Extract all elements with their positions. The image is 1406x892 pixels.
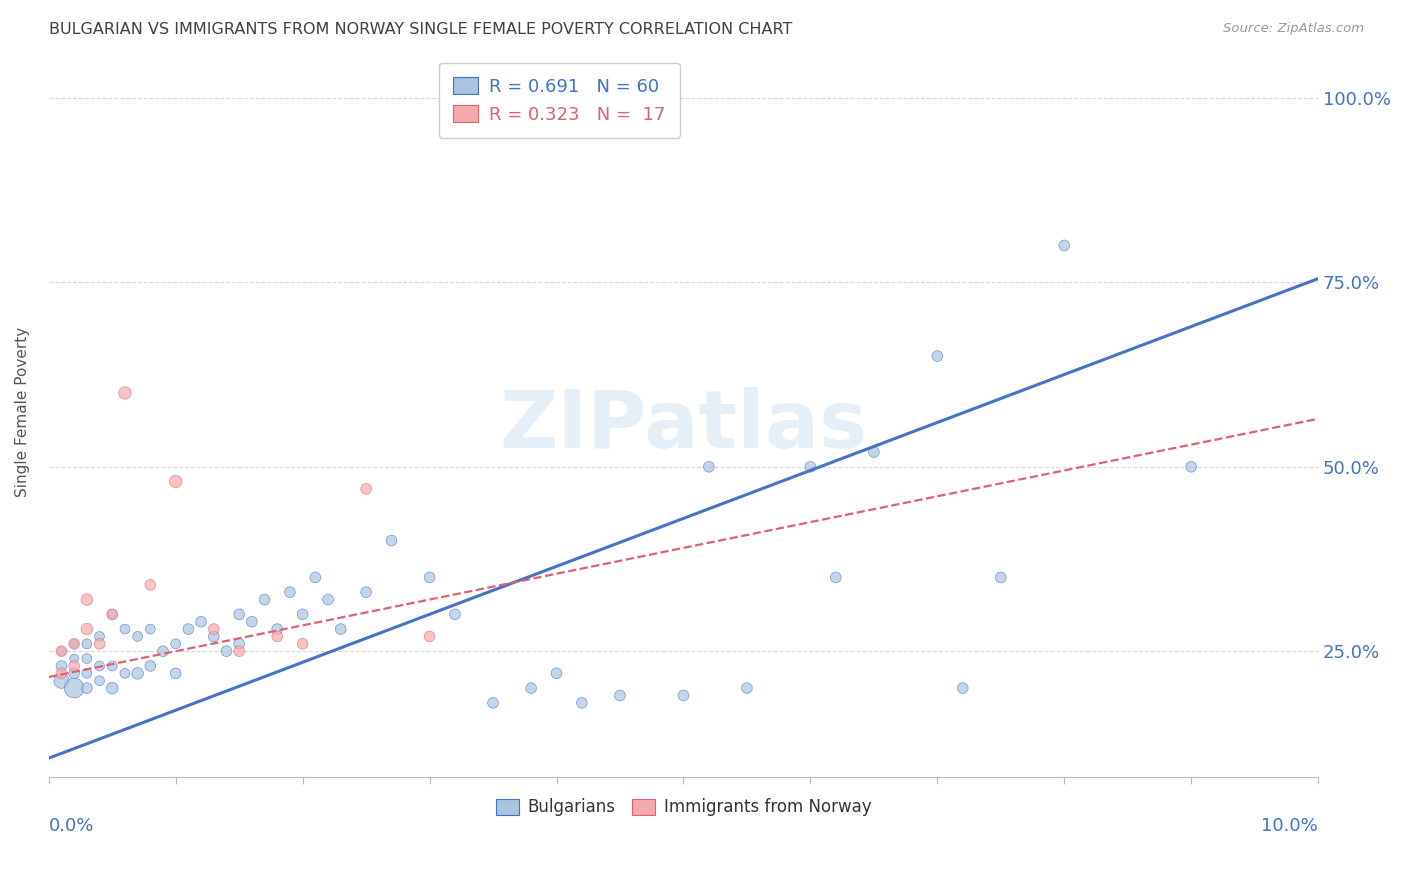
Point (63, 666, 86, 681)
Point (63, 681, 86, 695)
Point (444, 607, 467, 622)
Point (139, 578, 162, 592)
Point (101, 607, 124, 622)
Point (380, 533, 402, 548)
Text: 0.0%: 0.0% (49, 817, 94, 835)
Point (177, 622, 200, 636)
Point (546, 666, 568, 681)
Point (114, 622, 136, 636)
Text: Source: ZipAtlas.com: Source: ZipAtlas.com (1223, 22, 1364, 36)
Point (202, 630, 225, 644)
Point (520, 681, 543, 695)
Point (799, 459, 821, 474)
Point (863, 445, 886, 459)
Point (89, 630, 111, 644)
Point (101, 607, 124, 622)
Point (228, 637, 250, 651)
Legend: Bulgarians, Immigrants from Norway: Bulgarians, Immigrants from Norway (489, 792, 877, 823)
Point (76, 637, 98, 651)
Point (304, 570, 326, 584)
Point (63, 659, 86, 673)
Point (228, 607, 250, 622)
Point (291, 637, 314, 651)
Point (571, 696, 593, 710)
Point (354, 482, 377, 496)
Point (89, 673, 111, 688)
Point (101, 659, 124, 673)
Point (202, 622, 225, 636)
Point (139, 622, 162, 636)
Point (329, 622, 352, 636)
Point (354, 585, 377, 599)
Point (672, 689, 695, 703)
Text: ZIPatlas: ZIPatlas (499, 387, 868, 465)
Y-axis label: Single Female Poverty: Single Female Poverty (15, 326, 30, 497)
Point (190, 615, 212, 629)
Point (101, 681, 124, 695)
Point (127, 630, 149, 644)
Point (89, 637, 111, 651)
Point (165, 475, 187, 489)
Point (165, 666, 187, 681)
Point (76, 592, 98, 607)
Point (51, 644, 73, 658)
Point (51, 644, 73, 658)
Point (51, 666, 73, 681)
Point (63, 637, 86, 651)
Point (735, 681, 758, 695)
Point (76, 651, 98, 665)
Point (127, 666, 149, 681)
Point (215, 644, 238, 658)
Point (51, 673, 73, 688)
Point (990, 570, 1012, 584)
Point (89, 659, 111, 673)
Point (76, 622, 98, 636)
Point (76, 681, 98, 695)
Text: BULGARIAN VS IMMIGRANTS FROM NORWAY SINGLE FEMALE POVERTY CORRELATION CHART: BULGARIAN VS IMMIGRANTS FROM NORWAY SING… (49, 22, 793, 37)
Point (419, 630, 441, 644)
Point (1180, 459, 1202, 474)
Point (266, 630, 288, 644)
Point (63, 637, 86, 651)
Point (76, 666, 98, 681)
Point (51, 659, 73, 673)
Point (278, 585, 301, 599)
Point (697, 459, 720, 474)
Text: 10.0%: 10.0% (1261, 817, 1319, 835)
Point (952, 681, 974, 695)
Point (316, 592, 339, 607)
Point (152, 644, 174, 658)
Point (114, 386, 136, 401)
Point (927, 349, 949, 363)
Point (63, 651, 86, 665)
Point (114, 666, 136, 681)
Point (240, 615, 263, 629)
Point (165, 637, 187, 651)
Point (419, 570, 441, 584)
Point (1053, 238, 1076, 252)
Point (291, 607, 314, 622)
Point (253, 592, 276, 607)
Point (609, 689, 631, 703)
Point (482, 696, 505, 710)
Point (228, 644, 250, 658)
Point (139, 659, 162, 673)
Point (824, 570, 846, 584)
Point (266, 622, 288, 636)
